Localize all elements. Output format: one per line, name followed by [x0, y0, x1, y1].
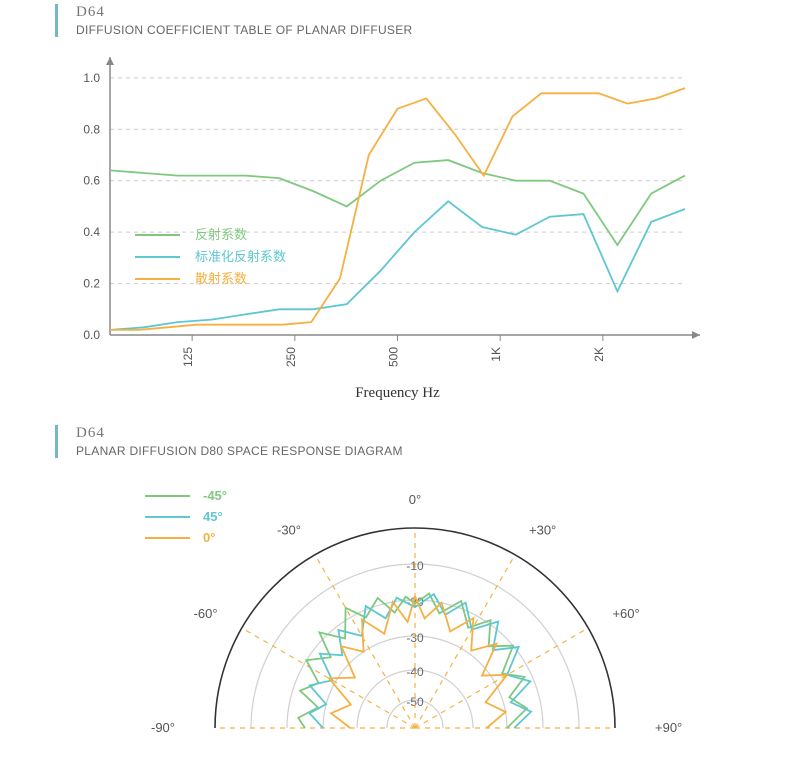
section2-header: D64 PLANAR DIFFUSION D80 SPACE RESPONSE …: [55, 425, 790, 458]
legend-label: 标准化反射系数: [195, 249, 286, 264]
spoke: [415, 628, 588, 728]
section1-header: D64 DIFFUSION COEFFICIENT TABLE OF PLANA…: [55, 4, 790, 37]
angle-tick-label: 0°: [409, 492, 421, 507]
angle-tick-label: +60°: [612, 606, 639, 621]
angle-tick-label: +90°: [655, 720, 682, 735]
polar-chart: -10-20-30-40-50-90°-60°-30°0°+30°+60°+90…: [75, 476, 715, 746]
y-tick-label: 0.6: [83, 174, 100, 188]
polar-legend-label: 0°: [203, 530, 215, 545]
x-axis-label: Frequency Hz: [355, 385, 440, 401]
accent-bar: [55, 4, 58, 37]
x-tick-label: 250: [284, 347, 298, 367]
angle-tick-label: +30°: [529, 523, 556, 538]
spoke: [415, 555, 515, 728]
angle-tick-label: -90°: [151, 720, 175, 735]
angle-tick-label: -30°: [277, 523, 301, 538]
y-tick-label: 0.2: [83, 277, 100, 291]
x-tick-label: 500: [387, 347, 401, 367]
section1-code: D64: [76, 4, 413, 21]
line-chart: 0.0 0.2 0.4 0.6 0.8 1.0 125 250 500 1K 2K Frequency…: [75, 55, 715, 405]
section2-code: D64: [76, 425, 403, 442]
accent-bar: [55, 425, 58, 458]
series-b: [110, 201, 685, 330]
x-tick-label: 1K: [489, 347, 503, 362]
polar-legend-label: -45°: [203, 488, 227, 503]
y-tick-label: 0.8: [83, 122, 100, 136]
y-tick-label: 0.0: [83, 328, 100, 342]
x-tick-label: 2K: [592, 347, 606, 362]
polar-chart-svg: -10-20-30-40-50-90°-60°-30°0°+30°+60°+90…: [75, 476, 715, 746]
series-c: [110, 88, 685, 330]
legend-label: 反射系数: [195, 227, 247, 242]
section1-title: DIFFUSION COEFFICIENT TABLE OF PLANAR DI…: [76, 23, 413, 37]
y-tick-label: 1.0: [83, 71, 100, 85]
line-chart-svg: 0.0 0.2 0.4 0.6 0.8 1.0 125 250 500 1K 2K Frequency…: [75, 55, 715, 405]
angle-tick-label: -60°: [194, 606, 218, 621]
legend-label: 散射系数: [195, 271, 247, 286]
section2-title: PLANAR DIFFUSION D80 SPACE RESPONSE DIAG…: [76, 444, 403, 458]
polar-legend-label: 45°: [203, 509, 223, 524]
header-text: D64 DIFFUSION COEFFICIENT TABLE OF PLANA…: [76, 4, 413, 37]
x-tick-label: 125: [181, 347, 195, 367]
header-text: D64 PLANAR DIFFUSION D80 SPACE RESPONSE …: [76, 425, 403, 458]
spoke: [315, 555, 415, 728]
y-tick-label: 0.4: [83, 225, 100, 239]
